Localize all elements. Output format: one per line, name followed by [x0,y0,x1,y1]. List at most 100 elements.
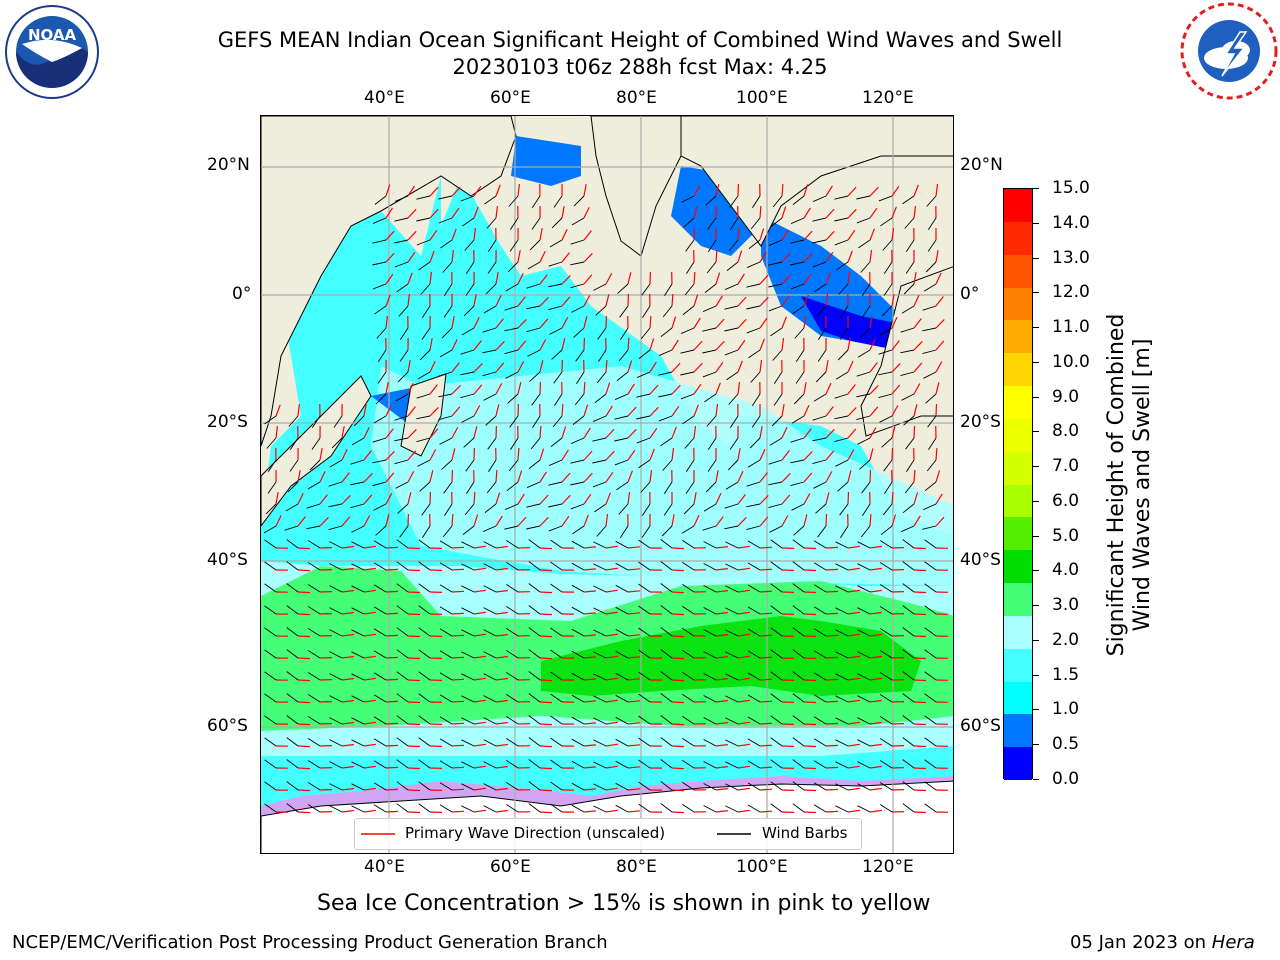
wave-direction-arrow [451,810,465,813]
wind-barb [438,195,453,200]
wind-barb [770,583,783,593]
wave-direction-arrow [671,569,685,572]
wave-direction-arrow [407,635,421,638]
wind-barb [329,563,343,571]
wind-barb [263,525,277,534]
colorbar-tick-label: 15.0 [1052,178,1090,198]
wave-direction-arrow [913,811,927,814]
wave-direction-arrow [869,567,882,571]
wind-barb [504,349,519,355]
wind-barb [463,305,475,317]
wave-direction-arrow [341,809,354,813]
wind-barb [306,503,321,509]
wave-direction-arrow [715,404,719,417]
wind-barb [817,349,827,362]
wave-direction-arrow [385,744,399,747]
wind-barb [817,525,827,538]
wave-direction-arrow [627,678,640,681]
wave-direction-arrow [759,744,773,747]
wind-barb [923,371,937,379]
wave-direction-arrow [847,589,860,593]
wave-direction-arrow [297,767,311,770]
wind-barb [902,539,915,549]
wind-barb [792,583,805,593]
wave-direction-arrow [605,699,618,703]
wave-direction-arrow [913,569,927,572]
wave-direction-arrow [473,809,486,813]
wave-direction-arrow [495,362,505,373]
colorbar-tick-mark [1033,709,1039,711]
wind-barb [795,371,805,384]
wave-direction-arrow [803,230,813,241]
wind-barb [768,239,783,247]
wind-barb [571,628,585,637]
wind-barb [770,693,783,703]
wind-barb [703,563,717,571]
wind-barb [773,371,783,384]
wave-direction-arrow [297,635,311,638]
wave-direction-arrow [429,406,439,417]
wave-direction-arrow [671,316,677,329]
wave-direction-arrow [847,406,857,417]
wind-barb [702,327,717,332]
wave-direction-arrow [583,656,596,659]
wave-direction-arrow [825,471,833,483]
wind-barb [879,628,893,637]
wave-direction-arrow [715,382,721,395]
wave-direction-arrow [385,678,399,681]
wind-barb [551,349,563,360]
wind-barb [373,503,387,511]
wind-barb [615,628,629,637]
wave-direction-arrow [649,384,659,395]
colorbar-tick-mark [1033,292,1039,294]
wind-barb [680,371,695,376]
wind-barb [483,607,497,615]
wind-barb [442,525,453,538]
wind-barb [638,803,651,813]
wave-direction-arrow [385,493,393,505]
wind-barb [792,305,805,315]
wind-barb [658,371,673,376]
wind-barb [592,415,607,423]
wave-direction-arrow [451,722,465,725]
wind-barb [835,805,849,813]
wave-direction-arrow [451,590,465,593]
wind-barb [662,459,673,471]
wind-barb [834,239,849,246]
wind-barb [725,481,739,490]
wind-barb [439,738,453,747]
wind-barb [351,525,365,533]
wave-direction-arrow [781,426,788,439]
wave-direction-arrow [671,657,685,660]
wave-direction-arrow [715,295,723,307]
wind-barb [879,804,893,813]
wave-direction-arrow [627,470,633,483]
wave-direction-arrow [715,766,728,769]
wind-barb [351,563,365,571]
wind-barb [373,694,387,703]
wave-direction-arrow [583,590,596,593]
wind-barb [707,437,717,450]
colorbar-swatch [1004,517,1032,551]
wind-barb [394,459,409,465]
wind-barb [548,503,563,508]
wave-direction-arrow [341,633,354,637]
colorbar-tick-mark [1033,779,1039,780]
wave-direction-arrow [605,545,618,549]
colorbar-swatch [1004,583,1032,617]
wave-direction-arrow [473,362,483,373]
wave-direction-arrow [275,426,278,439]
wind-barb [791,503,805,511]
wind-barb [857,585,871,593]
wind-barb [528,759,541,769]
wave-direction-arrow [297,492,304,505]
wave-direction-arrow [759,722,773,725]
wind-barb [573,195,585,207]
wave-direction-arrow [649,427,658,439]
wind-barb [770,217,783,227]
wind-barb [571,217,585,226]
wave-direction-arrow [759,612,773,615]
wave-direction-arrow [715,272,721,285]
wave-direction-arrow [363,611,376,615]
wave-direction-arrow [737,296,747,307]
